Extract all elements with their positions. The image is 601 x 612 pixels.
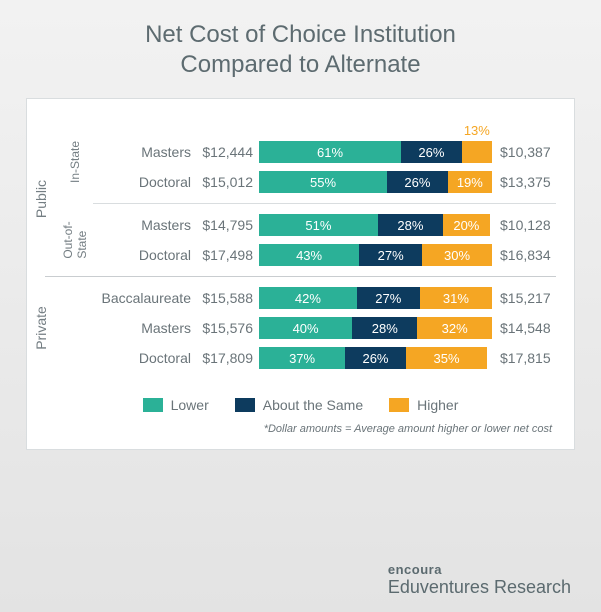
data-row: Baccalaureate$15,58842%27%31%$15,217 [93, 283, 556, 313]
bar-segment-higher: 35% [406, 347, 488, 369]
legend-same-label: About the Same [263, 397, 363, 413]
bar-segment-higher: 32% [417, 317, 492, 339]
subgroup-label: In-State [68, 141, 82, 183]
bar-segment-same: 28% [378, 214, 443, 236]
left-amount: $15,576 [201, 320, 259, 336]
swatch-lower-icon [143, 398, 163, 412]
left-amount: $17,809 [201, 350, 259, 366]
brand-logo: encoura Eduventures Research [388, 562, 571, 598]
stacked-bar: 61%26%13% [259, 141, 492, 163]
legend-lower: Lower [143, 397, 209, 413]
brand-line1: encoura [388, 562, 571, 577]
right-amount: $10,128 [492, 217, 556, 233]
legend-same: About the Same [235, 397, 363, 413]
brand-line2: Eduventures Research [388, 577, 571, 598]
bar-segment-higher [462, 141, 492, 163]
legend: Lower About the Same Higher [45, 397, 556, 413]
bar-segment-higher: 20% [443, 214, 490, 236]
legend-higher: Higher [389, 397, 458, 413]
bar-segment-lower: 37% [259, 347, 345, 369]
chart-title: Net Cost of Choice Institution Compared … [0, 0, 601, 98]
swatch-same-icon [235, 398, 255, 412]
left-amount: $12,444 [201, 144, 259, 160]
swatch-higher-icon [389, 398, 409, 412]
subgroup: Baccalaureate$15,58842%27%31%$15,217Mast… [45, 277, 556, 379]
stacked-bar: 37%26%35% [259, 347, 492, 369]
data-row: Masters$14,79551%28%20%$10,128 [93, 210, 556, 240]
bar-segment-higher: 31% [420, 287, 492, 309]
bar-segment-lower: 61% [259, 141, 401, 163]
subgroup: Out-of-StateMasters$14,79551%28%20%$10,1… [45, 204, 556, 276]
data-row: Masters$15,57640%28%32%$14,548 [93, 313, 556, 343]
legend-lower-label: Lower [171, 397, 209, 413]
stacked-bar: 51%28%20% [259, 214, 492, 236]
bar-segment-lower: 55% [259, 171, 387, 193]
right-amount: $16,834 [492, 247, 556, 263]
footnote: *Dollar amounts = Average amount higher … [45, 423, 556, 435]
bar-segment-higher: 30% [422, 244, 492, 266]
bar-segment-lower: 40% [259, 317, 352, 339]
data-row: Doctoral$17,49843%27%30%$16,834 [93, 240, 556, 270]
data-row: Doctoral$15,01255%26%19%$13,375 [93, 167, 556, 197]
degree-label: Masters [93, 217, 201, 233]
stacked-bar: 40%28%32% [259, 317, 492, 339]
chart-body: PublicIn-StateMasters$12,44461%26%13%$10… [45, 121, 556, 379]
degree-label: Baccalaureate [93, 290, 201, 306]
right-amount: $15,217 [492, 290, 556, 306]
stacked-bar: 42%27%31% [259, 287, 492, 309]
subgroup-label: Out-of-State [61, 221, 89, 258]
stacked-bar: 43%27%30% [259, 244, 492, 266]
right-amount: $10,387 [492, 144, 556, 160]
left-amount: $15,588 [201, 290, 259, 306]
group-section: PrivateBaccalaureate$15,58842%27%31%$15,… [45, 277, 556, 379]
bar-segment-same: 26% [387, 171, 448, 193]
data-row: Masters$12,44461%26%13%$10,387 [93, 137, 556, 167]
stacked-bar: 55%26%19% [259, 171, 492, 193]
degree-label: Masters [93, 320, 201, 336]
degree-label: Doctoral [93, 350, 201, 366]
group-section: PublicIn-StateMasters$12,44461%26%13%$10… [45, 121, 556, 276]
left-amount: $15,012 [201, 174, 259, 190]
bar-segment-same: 28% [352, 317, 417, 339]
degree-label: Doctoral [93, 174, 201, 190]
bar-segment-same: 27% [359, 244, 422, 266]
bar-segment-same: 27% [357, 287, 420, 309]
bar-segment-lower: 42% [259, 287, 357, 309]
left-amount: $17,498 [201, 247, 259, 263]
bar-segment-lower: 43% [259, 244, 359, 266]
bar-segment-higher: 19% [448, 171, 492, 193]
right-amount: $17,815 [492, 350, 556, 366]
subgroup: In-StateMasters$12,44461%26%13%$10,387Do… [45, 121, 556, 203]
data-row: Doctoral$17,80937%26%35%$17,815 [93, 343, 556, 373]
legend-higher-label: Higher [417, 397, 458, 413]
chart-panel: PublicIn-StateMasters$12,44461%26%13%$10… [26, 98, 575, 450]
bar-overflow-label: 13% [464, 123, 490, 138]
right-amount: $13,375 [492, 174, 556, 190]
bar-segment-lower: 51% [259, 214, 378, 236]
left-amount: $14,795 [201, 217, 259, 233]
right-amount: $14,548 [492, 320, 556, 336]
bar-segment-same: 26% [345, 347, 406, 369]
bar-segment-same: 26% [401, 141, 462, 163]
degree-label: Masters [93, 144, 201, 160]
degree-label: Doctoral [93, 247, 201, 263]
